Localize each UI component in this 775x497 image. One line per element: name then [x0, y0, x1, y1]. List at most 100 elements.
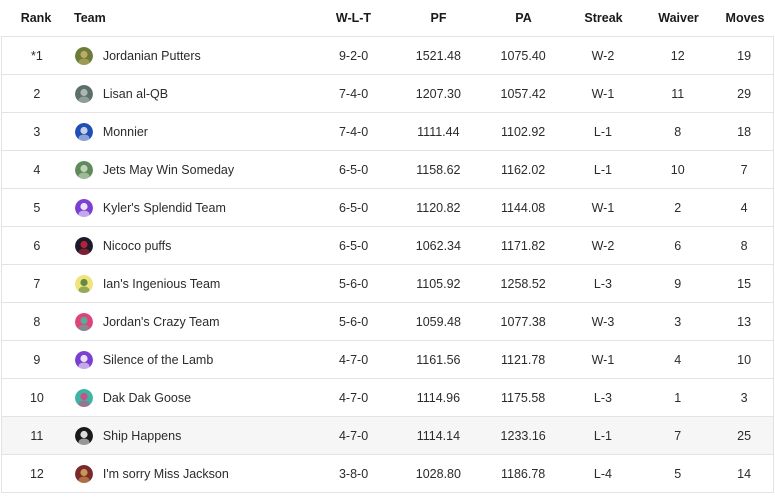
record-cell: 3-8-0 — [338, 466, 369, 481]
points-for-cell: 1111.44 — [417, 124, 460, 139]
table-row: 9 Silence of the Lamb 4-7-0 1161.56 1121.78 W… — [1, 341, 774, 379]
team-name-link[interactable]: Jordan's Crazy Team — [102, 314, 220, 329]
header-wlt[interactable]: W-L-T — [335, 11, 372, 25]
moves-cell: 3 — [740, 390, 748, 405]
rank-cell: 5 — [33, 200, 41, 215]
header-streak[interactable]: Streak — [584, 11, 623, 25]
table-row: 12 I'm sorry Miss Jackson 3-8-0 1028.80 1186… — [1, 455, 774, 493]
teal-face-icon[interactable] — [74, 388, 93, 407]
header-pa[interactable]: PA — [515, 11, 532, 25]
header-moves[interactable]: Moves — [725, 11, 765, 25]
points-against-cell: 1144.08 — [501, 200, 546, 215]
table-row: 4 Jets May Win Someday 6-5-0 1158.62 1162.02… — [1, 151, 774, 189]
team-cell[interactable]: Nicoco puffs — [72, 236, 311, 255]
waiver-cell: 3 — [674, 314, 682, 329]
moves-cell: 13 — [737, 314, 752, 329]
team-cell[interactable]: Kyler's Splendid Team — [72, 198, 311, 217]
streak-cell: L-1 — [593, 124, 612, 139]
record-cell: 4-7-0 — [338, 428, 369, 443]
streak-cell: W-2 — [591, 48, 615, 63]
pink-face-icon[interactable] — [74, 312, 93, 331]
photo-avatar-icon[interactable] — [74, 464, 93, 483]
streak-cell: L-3 — [593, 276, 612, 291]
team-cell[interactable]: Dak Dak Goose — [72, 388, 311, 407]
team-name-link[interactable]: Ship Happens — [102, 428, 182, 443]
team-cell[interactable]: Jordanian Putters — [72, 46, 311, 65]
team-name-link[interactable]: Ian's Ingenious Team — [102, 276, 221, 291]
points-for-cell: 1062.34 — [415, 238, 461, 253]
rank-cell: 2 — [33, 86, 41, 101]
team-name-link[interactable]: Jordanian Putters — [102, 48, 201, 63]
team-cell[interactable]: Jets May Win Someday — [72, 160, 311, 179]
header-waiver[interactable]: Waiver — [658, 11, 699, 25]
waiver-cell: 5 — [674, 466, 682, 481]
face-avatar-icon[interactable] — [74, 84, 93, 103]
putter-avatar-icon[interactable] — [74, 46, 93, 65]
moves-cell: 4 — [740, 200, 748, 215]
record-cell: 6-5-0 — [338, 162, 369, 177]
team-cell[interactable]: Ship Happens — [72, 426, 311, 445]
points-against-cell: 1077.38 — [500, 314, 546, 329]
waiver-cell: 11 — [671, 86, 685, 101]
team-name-link[interactable]: Jets May Win Someday — [102, 162, 235, 177]
team-cell[interactable]: Monnier — [72, 122, 311, 141]
moves-cell: 15 — [737, 276, 752, 291]
team-cell[interactable]: Lisan al-QB — [72, 84, 311, 103]
table-row: 7 Ian's Ingenious Team 5-6-0 1105.92 1258.52… — [1, 265, 774, 303]
header-team[interactable]: Team — [74, 11, 106, 25]
moves-cell: 18 — [737, 124, 752, 139]
waiver-cell: 1 — [674, 390, 682, 405]
rank-cell: 4 — [33, 162, 41, 177]
team-name-link[interactable]: Nicoco puffs — [102, 238, 172, 253]
rank-cell: 10 — [29, 390, 44, 405]
purple-face-icon[interactable] — [74, 198, 93, 217]
moves-cell: 7 — [740, 162, 748, 177]
team-name-link[interactable]: Silence of the Lamb — [102, 352, 214, 367]
team-name-link[interactable]: I'm sorry Miss Jackson — [102, 466, 229, 481]
table-row: 6 Nicoco puffs 6-5-0 1062.34 1171.82 W-2 6 8 — [1, 227, 774, 265]
moves-cell: 10 — [737, 352, 752, 367]
helmet-avatar-icon[interactable] — [74, 122, 93, 141]
points-against-cell: 1057.42 — [500, 86, 546, 101]
record-cell: 4-7-0 — [338, 352, 369, 367]
team-cell[interactable]: Ian's Ingenious Team — [72, 274, 311, 293]
streak-cell: W-1 — [591, 352, 615, 367]
streak-cell: W-1 — [591, 200, 615, 215]
team-name-link[interactable]: Monnier — [102, 124, 148, 139]
team-cell[interactable]: Silence of the Lamb — [72, 350, 311, 369]
points-for-cell: 1105.92 — [416, 276, 461, 291]
table-row: 10 Dak Dak Goose 4-7-0 1114.96 1175.58 L-3 1 3 — [1, 379, 774, 417]
jet-avatar-icon[interactable] — [74, 160, 93, 179]
streak-cell: W-1 — [591, 86, 615, 101]
points-for-cell: 1059.48 — [415, 314, 461, 329]
points-for-cell: 1207.30 — [415, 86, 461, 101]
team-name-link[interactable]: Lisan al-QB — [102, 86, 169, 101]
rank-cell: 3 — [33, 124, 41, 139]
moves-cell: 14 — [737, 466, 752, 481]
rank-cell: 7 — [33, 276, 41, 291]
header-rank[interactable]: Rank — [20, 11, 52, 25]
record-cell: 7-4-0 — [338, 124, 369, 139]
header-pf[interactable]: PF — [430, 11, 447, 25]
points-against-cell: 1186.78 — [501, 466, 546, 481]
waiver-cell: 8 — [674, 124, 682, 139]
moves-cell: 29 — [737, 86, 752, 101]
points-against-cell: 1171.82 — [501, 238, 546, 253]
team-name-link[interactable]: Kyler's Splendid Team — [102, 200, 226, 215]
record-cell: 9-2-0 — [338, 48, 369, 63]
team-cell[interactable]: Jordan's Crazy Team — [72, 312, 311, 331]
waiver-cell: 7 — [674, 428, 682, 443]
ship-avatar-icon[interactable] — [74, 426, 93, 445]
purple-face-icon[interactable] — [74, 350, 93, 369]
team-cell[interactable]: I'm sorry Miss Jackson — [72, 464, 311, 483]
team-name-link[interactable]: Dak Dak Goose — [102, 390, 192, 405]
yellow-face-icon[interactable] — [74, 274, 93, 293]
rank-cell: 6 — [33, 238, 41, 253]
points-against-cell: 1258.52 — [500, 276, 546, 291]
record-cell: 5-6-0 — [338, 276, 369, 291]
table-row: 8 Jordan's Crazy Team 5-6-0 1059.48 1077.38 W… — [1, 303, 774, 341]
points-for-cell: 1114.96 — [416, 390, 461, 405]
moves-cell: 19 — [737, 48, 752, 63]
red-black-avatar-icon[interactable] — [74, 236, 93, 255]
points-against-cell: 1075.40 — [500, 48, 546, 63]
